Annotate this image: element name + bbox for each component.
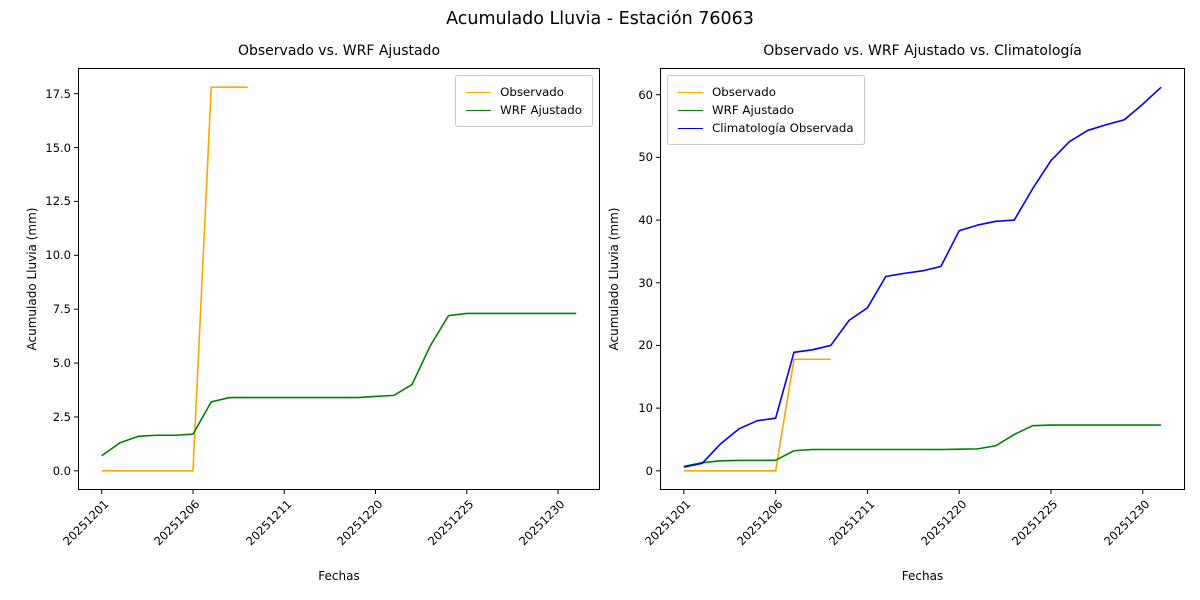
left-chart-title: Observado vs. WRF Ajustado <box>237 43 441 59</box>
left-legend: Observado WRF Ajustado <box>455 75 593 127</box>
legend-line-swatch <box>678 91 703 93</box>
y-tick-label: 10.0 <box>45 248 71 263</box>
x-tick-label: 20251220 <box>917 497 970 549</box>
legend-entry-wrf-ajustado: WRF Ajustado <box>678 103 854 117</box>
x-tick-label: 20251220 <box>334 497 386 549</box>
subplot-right: Observado vs. WRF Ajustado vs. Climatolo… <box>607 43 1185 583</box>
x-tick-label: 20251206 <box>734 497 786 549</box>
line-wrf-ajustado <box>683 424 1162 468</box>
legend-label: WRF Ajustado <box>500 103 582 117</box>
x-tick-label: 20251206 <box>151 497 203 549</box>
y-tick-label: 30 <box>638 275 653 290</box>
line-wrf-ajustado <box>101 312 577 457</box>
right-chart-title: Observado vs. WRF Ajustado vs. Climatolo… <box>763 43 1082 59</box>
legend-entry-wrf-ajustado: WRF Ajustado <box>466 103 582 117</box>
y-tick-marks <box>74 93 78 472</box>
legend-label: WRF Ajustado <box>712 103 794 117</box>
x-tick-marks <box>101 490 559 494</box>
legend-line-swatch <box>466 109 492 111</box>
line-observado <box>101 86 248 472</box>
y-tick-label: 7.5 <box>52 302 71 317</box>
y-tick-label: 0.0 <box>52 463 71 478</box>
y-tick-label: 17.5 <box>45 86 71 101</box>
x-tick-label: 20251225 <box>425 497 477 549</box>
line-climatologia-observada <box>683 86 1162 468</box>
right-plot-area <box>656 68 1185 494</box>
x-tick-label: 20251230 <box>1101 497 1153 549</box>
legend-label: Climatología Observada <box>712 121 854 135</box>
axes-frame <box>78 68 600 490</box>
legend-entry-climatologia-observada: Climatología Observada <box>678 121 854 135</box>
y-tick-label: 60 <box>638 87 653 102</box>
left-y-axis-label-text: Acumulado Lluvia (mm) <box>25 207 39 351</box>
axes-frame <box>660 68 1185 490</box>
legend-entry-observado: Observado <box>466 85 582 99</box>
x-tick-label: 20251201 <box>642 497 694 549</box>
y-tick-label: 15.0 <box>45 140 71 155</box>
y-tick-marks <box>656 94 660 472</box>
right-x-axis-label-text: Fechas <box>901 569 944 583</box>
legend-line-swatch <box>678 127 703 129</box>
x-tick-marks <box>683 490 1144 494</box>
line-observado <box>683 358 831 472</box>
legend-line-swatch <box>678 109 703 111</box>
right-y-axis-label-text: Acumulado Lluvia (mm) <box>607 207 621 351</box>
left-plot-area <box>74 68 600 494</box>
x-tick-label: 20251211 <box>242 497 295 549</box>
x-tick-label: 20251201 <box>60 497 112 549</box>
x-tick-label: 20251211 <box>826 497 878 549</box>
figure-title: Acumulado Lluvia - Estación 76063 <box>446 9 754 29</box>
y-tick-label: 40 <box>638 213 653 228</box>
y-tick-label: 20 <box>638 338 653 353</box>
subplot-left: Observado vs. WRF Ajustado Acumulado Llu… <box>25 43 600 583</box>
y-tick-label: 2.5 <box>52 409 71 424</box>
y-tick-label: 5.0 <box>52 356 71 371</box>
y-tick-label: 0 <box>645 463 653 478</box>
legend-label: Observado <box>712 85 776 99</box>
legend-line-swatch <box>466 91 492 93</box>
y-tick-label: 12.5 <box>45 194 71 209</box>
right-legend: Observado WRF Ajustado Climatología Observ… <box>667 75 865 145</box>
left-x-axis-label-text: Fechas <box>318 569 360 583</box>
legend-label: Observado <box>500 85 565 99</box>
x-tick-label: 20251230 <box>516 497 568 549</box>
y-tick-label: 50 <box>638 150 653 165</box>
legend-entry-observado: Observado <box>678 85 854 99</box>
y-tick-label: 10 <box>638 401 653 416</box>
x-tick-label: 20251225 <box>1009 497 1061 549</box>
